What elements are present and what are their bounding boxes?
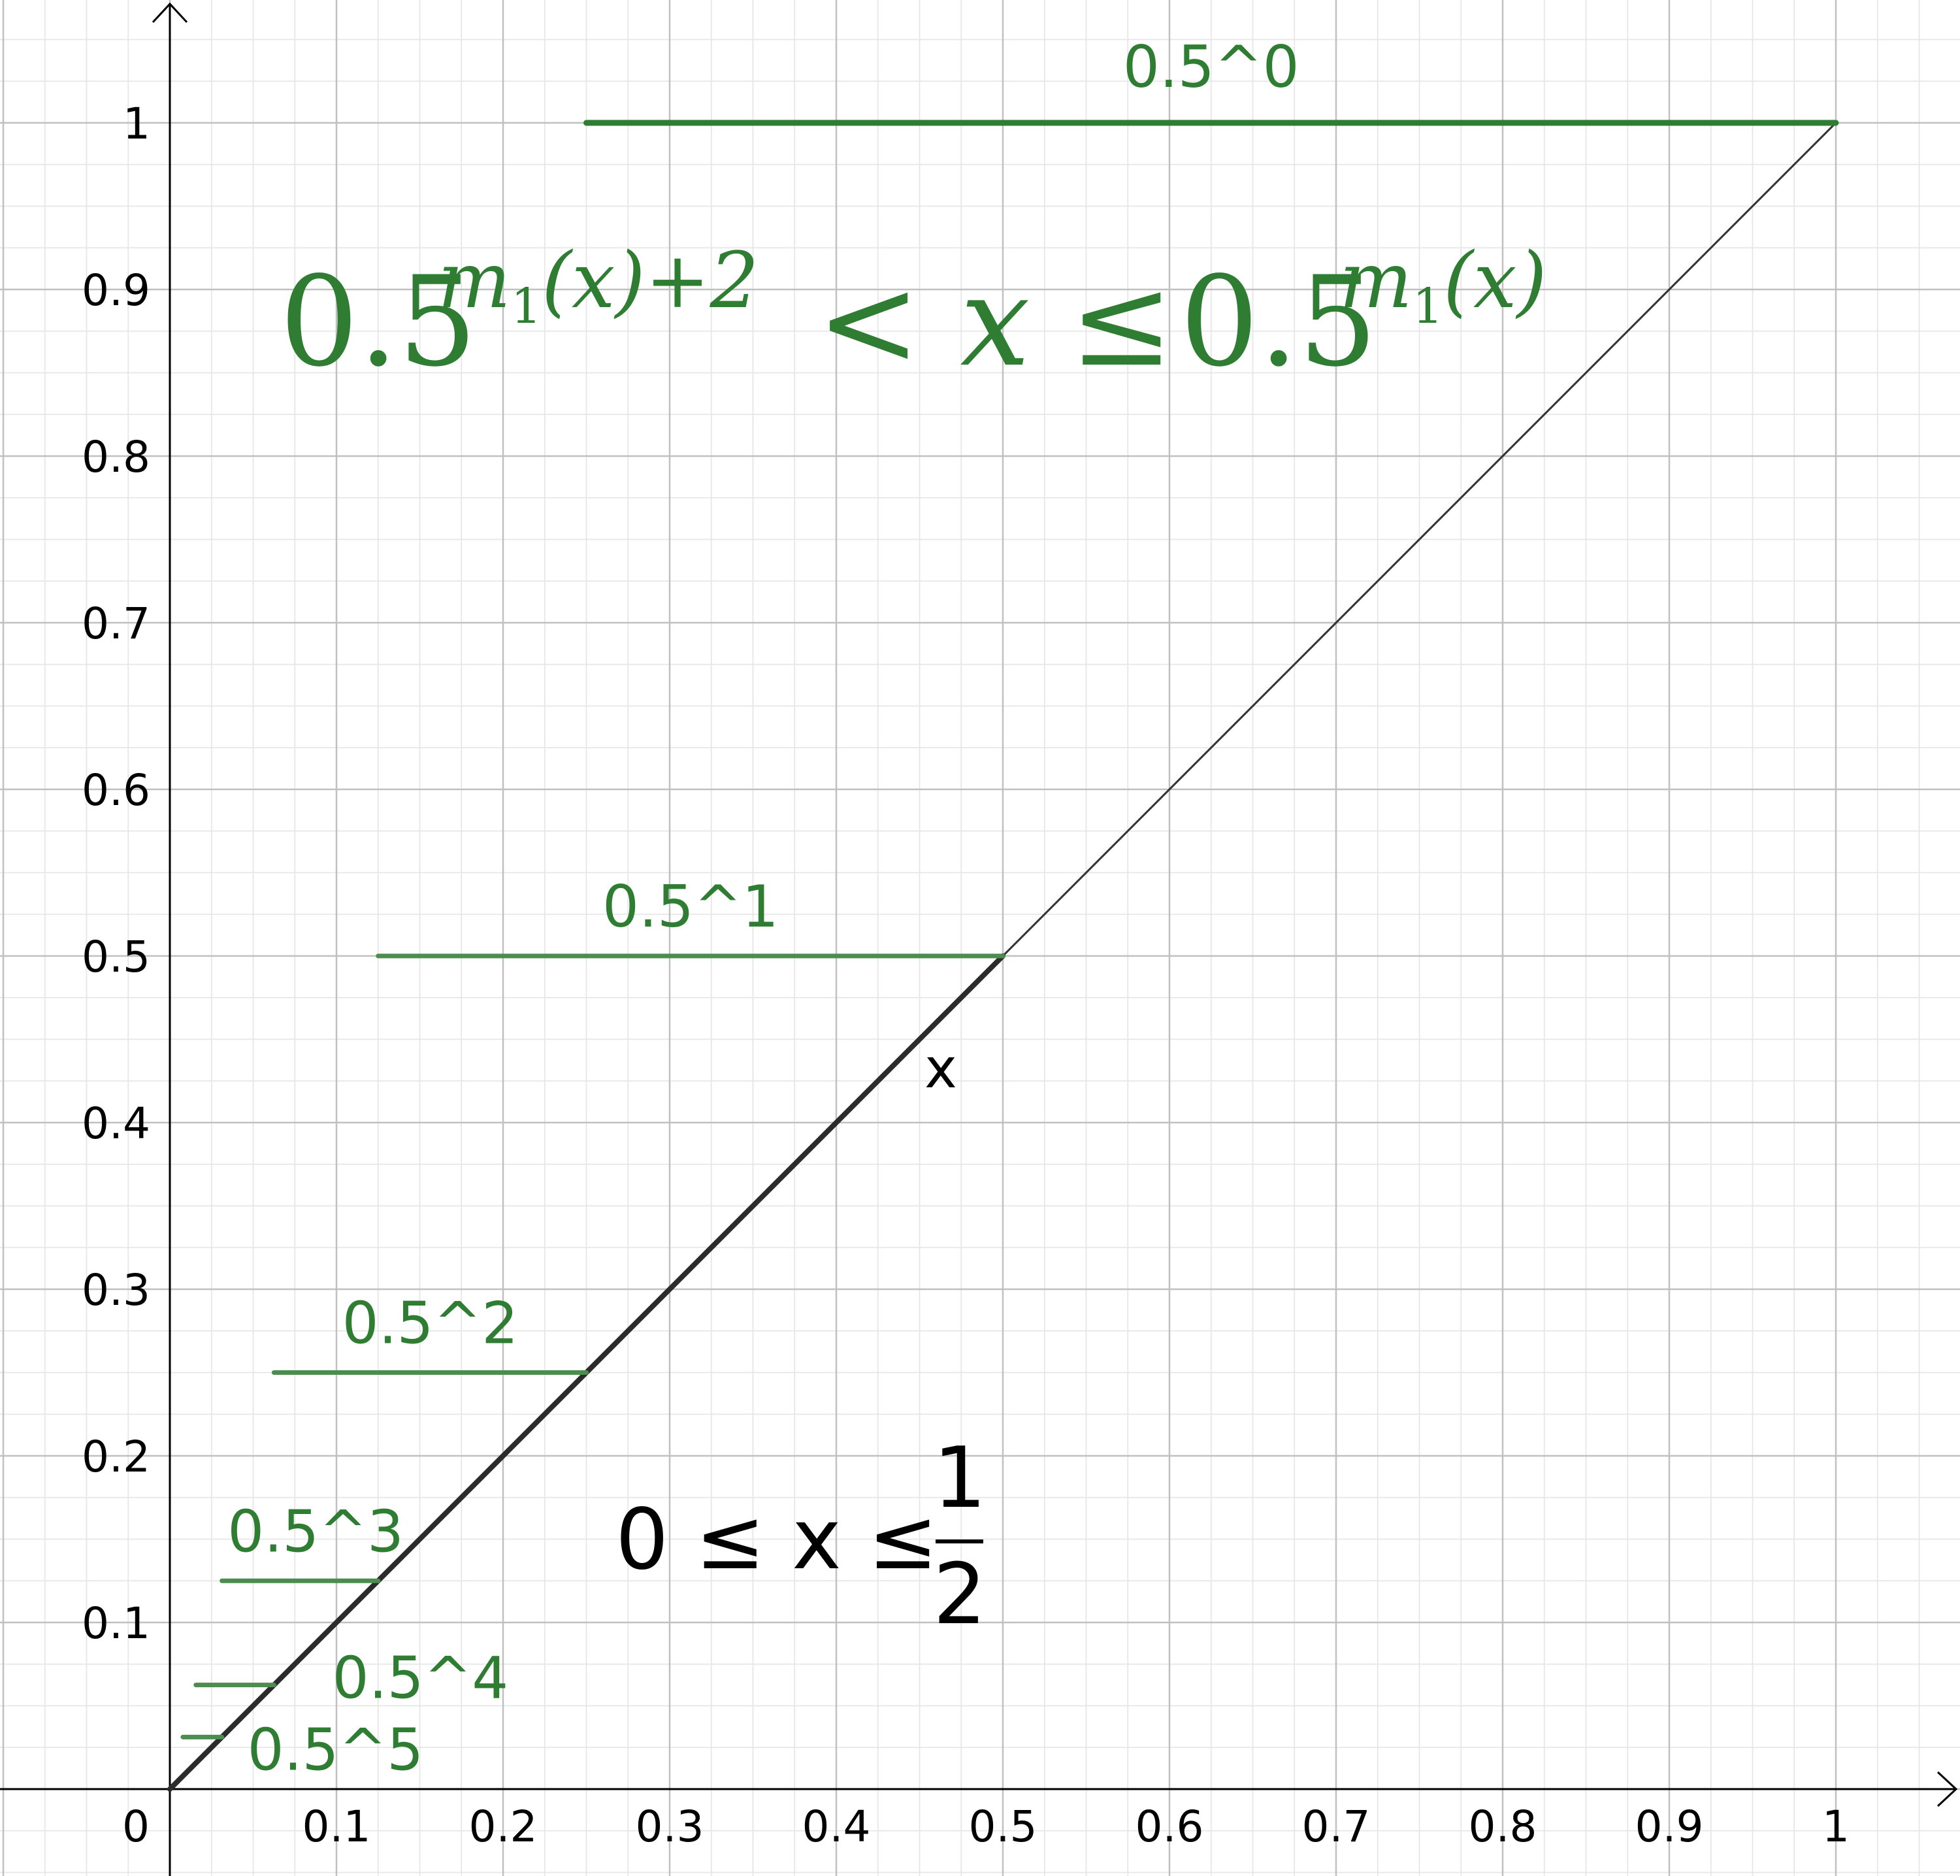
x-tick-label: 0.5 — [969, 1802, 1037, 1852]
level-label: 0.5^0 — [1123, 33, 1299, 101]
y-tick-label: 0.4 — [82, 1098, 150, 1149]
domain-annotation: 0 ≤ x ≤ 1 2 — [615, 1430, 987, 1643]
y-tick-label: 0.2 — [82, 1432, 150, 1482]
domain-numerator: 1 — [933, 1430, 986, 1527]
domain-lhs: 0 ≤ x ≤ — [615, 1491, 938, 1588]
tick-labels: 0.1 0.2 0.3 0.4 0.5 0.6 0.7 0.8 0.9 1 0.1 0.2 0.3 0.4… — [82, 99, 1850, 1852]
level-label: 0.5^4 — [333, 1645, 509, 1712]
x-tick-label: 0.3 — [636, 1802, 704, 1852]
x-tick-label: 0.1 — [302, 1802, 371, 1852]
level-label: 0.5^1 — [602, 873, 779, 940]
y-tick-label: 1 — [123, 99, 150, 149]
inequality-left-base: 0.5 — [280, 250, 477, 394]
domain-denominator: 2 — [933, 1546, 986, 1643]
level-label: 0.5^5 — [248, 1716, 424, 1783]
y-axis-arrow — [152, 2, 188, 24]
y-tick-label: 0.9 — [82, 265, 150, 316]
y-tick-label: 0.8 — [82, 432, 150, 482]
y-tick-label: 0.6 — [82, 765, 150, 815]
inequality-right-exponent: m1(x) — [1339, 235, 1547, 335]
level-segments: 0.5^0 0.5^1 0.5^2 0.5^3 0.5^40.5^5 — [180, 33, 1839, 1783]
inequality-middle: < x ≤ — [817, 250, 1173, 394]
level-label: 0.5^3 — [227, 1498, 404, 1565]
x-tick-label: 0.8 — [1469, 1802, 1537, 1852]
series-label-x: x — [924, 1036, 957, 1100]
x-axis-arrow — [1936, 1771, 1958, 1807]
level-label: 0.5^2 — [342, 1290, 519, 1357]
inequality-right-base: 0.5 — [1180, 250, 1377, 394]
x-tick-label: 0.4 — [802, 1802, 871, 1852]
x-tick-label: 0.9 — [1635, 1802, 1704, 1852]
x-tick-label: 1 — [1822, 1802, 1850, 1852]
y-tick-label: 0.3 — [82, 1265, 150, 1315]
y-tick-label: 0.5 — [82, 932, 150, 982]
x-tick-label: 0.6 — [1135, 1802, 1204, 1852]
origin-label: 0 — [122, 1802, 150, 1852]
x-tick-label: 0.2 — [469, 1802, 538, 1852]
inequality-left-exponent: m1(x)+2 — [438, 235, 759, 335]
inequality-annotation: 0.5 m1(x)+2 < x ≤ 0.5 m1(x) — [280, 235, 1547, 394]
y-tick-label: 0.1 — [82, 1598, 150, 1649]
y-tick-label: 0.7 — [82, 599, 150, 649]
x-tick-label: 0.7 — [1302, 1802, 1371, 1852]
